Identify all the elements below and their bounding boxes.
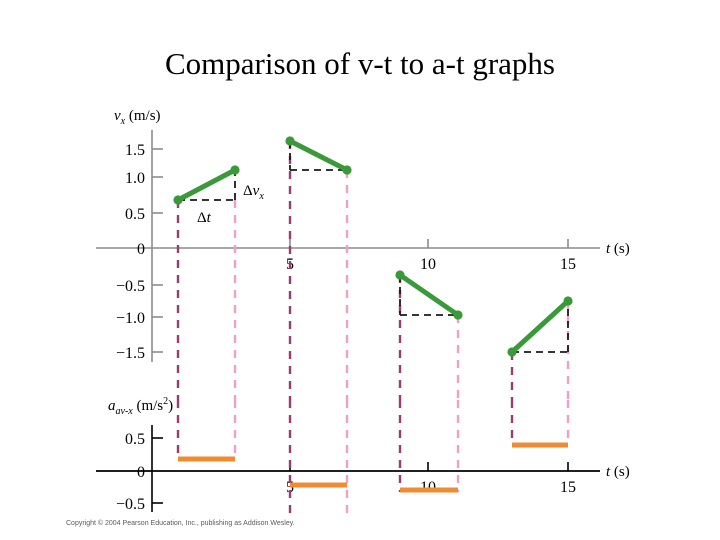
top-ytick-6: −1.0 xyxy=(116,310,145,327)
data-point-3b xyxy=(453,310,463,320)
data-point-2b xyxy=(342,165,352,175)
bottom-y-axis-unit: (m/s xyxy=(133,398,164,414)
data-point-4b xyxy=(563,296,573,306)
bottom-y-axis-subscript: av-x xyxy=(116,406,134,417)
top-y-axis-symbol: v xyxy=(114,108,121,124)
copyright-notice: Copyright © 2004 Pearson Education, Inc.… xyxy=(66,520,295,527)
top-x-axis-unit: (s) xyxy=(610,241,630,257)
velocity-segment-2 xyxy=(287,138,350,173)
velocity-segment-1 xyxy=(175,167,238,203)
bottom-y-axis-label: aav-x (m/s2) xyxy=(108,396,173,417)
delta-t-annotation: Δt xyxy=(197,210,212,226)
velocity-segments xyxy=(175,138,571,355)
bottom-x-axis-symbol: t xyxy=(606,464,611,480)
data-point-1a xyxy=(173,195,183,205)
top-construction-lines xyxy=(178,141,569,353)
velocity-segment-4 xyxy=(509,298,571,355)
top-x-ticks xyxy=(289,239,569,248)
top-xtick-2: 10 xyxy=(420,256,436,273)
bottom-ytick-3: −0.5 xyxy=(116,496,145,513)
bottom-ytick-1: 0.5 xyxy=(125,431,145,448)
bottom-y-ticks xyxy=(152,437,163,504)
top-ytick-3: 0.5 xyxy=(125,206,145,223)
top-y-ticks xyxy=(152,148,163,353)
top-ytick-5: −0.5 xyxy=(116,278,145,295)
bottom-y-axis-exponent: 2 xyxy=(163,396,168,407)
top-xtick-3: 15 xyxy=(560,256,576,273)
top-y-axis-label: vx (m/s) xyxy=(114,108,161,127)
delta-v-annotation: Δvx xyxy=(243,183,264,202)
page-title: Comparison of v-t to a-t graphs xyxy=(164,46,555,81)
bottom-x-ticks xyxy=(289,462,569,471)
data-point-3a xyxy=(395,270,405,280)
top-x-axis-label: t (s) xyxy=(606,241,630,257)
data-point-2a xyxy=(285,136,295,146)
top-y-axis-subscript: x xyxy=(120,116,126,127)
figure-container: 1.5 1.0 0.5 0 −0.5 −1.0 −1.5 5 10 15 vx … xyxy=(0,100,720,515)
data-point-1b xyxy=(230,165,240,175)
top-ytick-7: −1.5 xyxy=(116,345,145,362)
top-interval-dashes xyxy=(176,141,570,400)
delta-v-symbol: Δ xyxy=(243,183,253,199)
top-ytick-4: 0 xyxy=(137,241,145,258)
bottom-y-axis-close: ) xyxy=(168,398,173,414)
bottom-ytick-2: 0 xyxy=(137,464,145,481)
velocity-data-points xyxy=(173,136,573,357)
bottom-y-axis-symbol: a xyxy=(108,398,116,414)
average-acceleration-graph: 0.5 0 −0.5 5 10 15 aav-x (m/s2) t (s) xyxy=(96,396,630,515)
acceleration-bars xyxy=(178,442,568,493)
velocity-time-graph: 1.5 1.0 0.5 0 −0.5 −1.0 −1.5 5 10 15 vx … xyxy=(96,108,630,400)
top-x-axis-symbol: t xyxy=(606,241,611,257)
bottom-x-axis-unit: (s) xyxy=(610,464,630,480)
top-ytick-2: 1.0 xyxy=(125,170,145,187)
data-point-4a xyxy=(507,347,517,357)
top-y-axis-unit: (m/s) xyxy=(125,108,160,124)
bottom-interval-dashes xyxy=(176,400,570,515)
top-ytick-1: 1.5 xyxy=(125,142,145,159)
bottom-xtick-3: 15 xyxy=(560,479,576,496)
bottom-x-axis-label: t (s) xyxy=(606,464,630,480)
velocity-segment-3 xyxy=(397,272,461,318)
